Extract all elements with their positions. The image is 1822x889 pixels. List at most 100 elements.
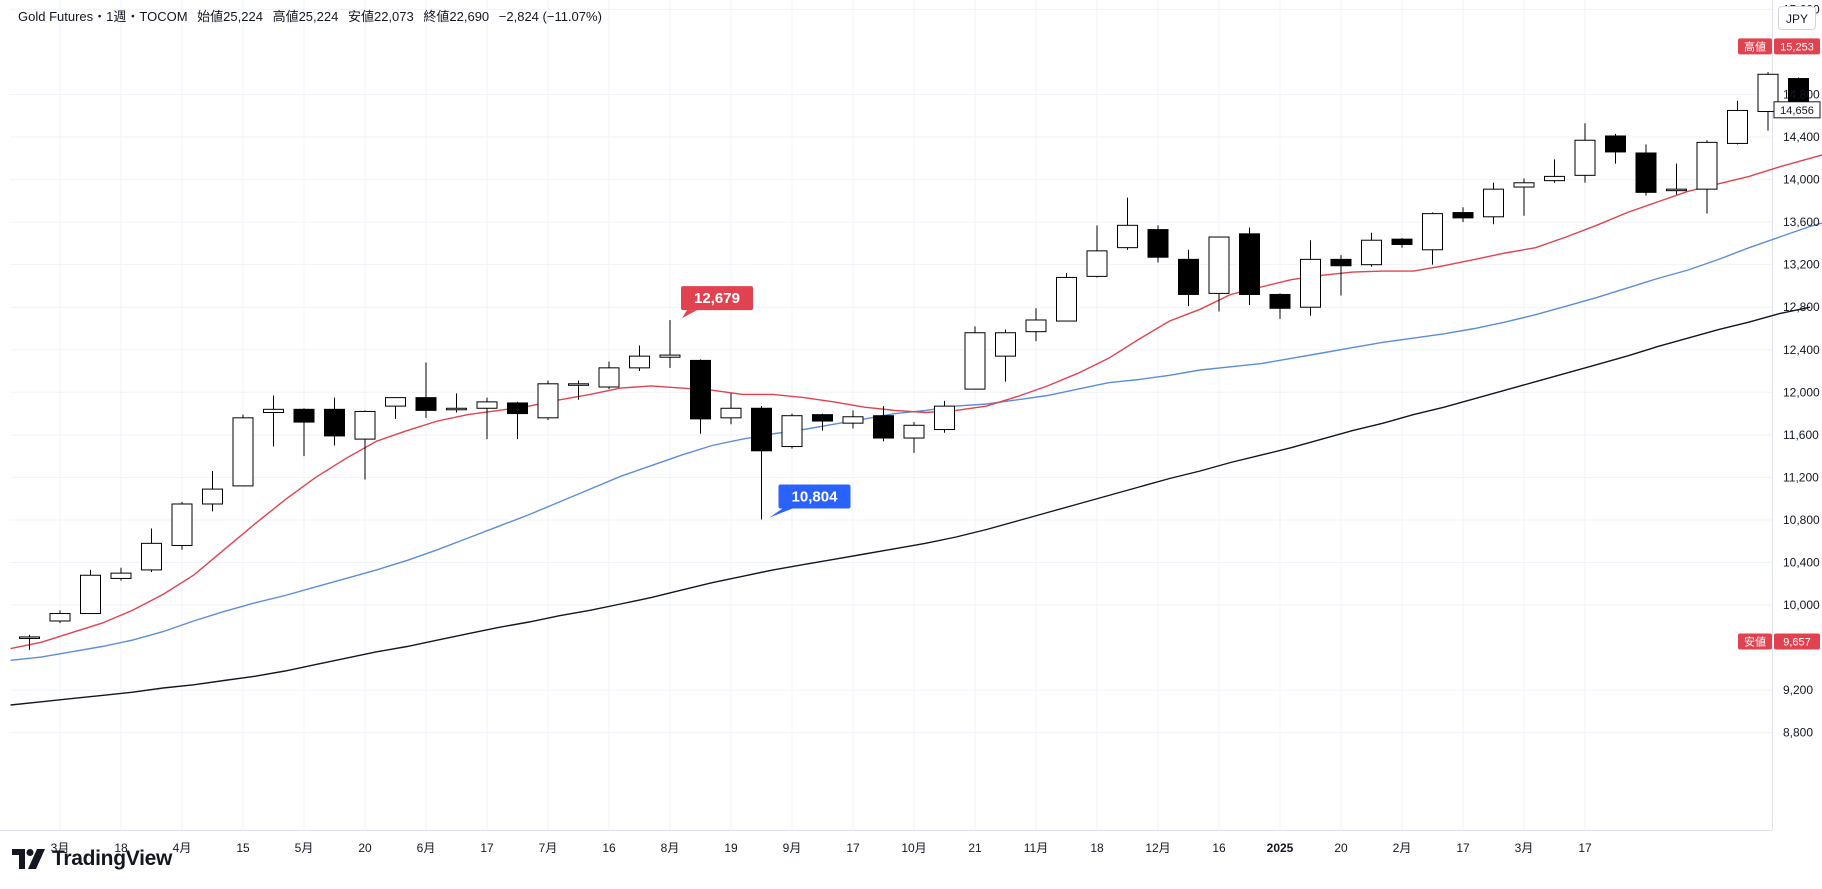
tradingview-logo[interactable]: TradingView xyxy=(12,846,172,872)
candle xyxy=(995,329,1016,382)
currency-button[interactable]: JPY xyxy=(1778,6,1816,30)
x-tick-label: 3月 xyxy=(51,841,70,855)
candle-body xyxy=(263,408,284,414)
x-tick-label: 12月 xyxy=(1145,841,1170,855)
x-tick-label: 18 xyxy=(114,841,128,855)
candle xyxy=(1452,207,1474,223)
candle xyxy=(232,414,254,487)
candle-body xyxy=(1513,182,1535,188)
candle-body xyxy=(49,613,71,622)
candle-body xyxy=(1452,212,1474,219)
last-price-bg xyxy=(1773,101,1821,119)
candle-body xyxy=(446,407,467,411)
y-tick-label: 10,400 xyxy=(1783,555,1820,569)
x-tick-label: 20 xyxy=(358,841,372,855)
candle xyxy=(1361,232,1382,267)
candle-body xyxy=(903,424,925,439)
candle xyxy=(1056,273,1077,322)
candle-body xyxy=(415,397,437,411)
candle-body xyxy=(293,408,315,423)
candle-body xyxy=(964,332,986,390)
candle xyxy=(446,393,467,413)
annotation-text: 10,804 xyxy=(792,489,839,506)
candle xyxy=(812,413,833,431)
y-tick-label: 14,800 xyxy=(1783,88,1820,102)
y-tick-label: 8,800 xyxy=(1783,726,1813,740)
y-tick-label: 10,000 xyxy=(1783,598,1820,612)
last-price-badge: 14,656 xyxy=(1773,101,1821,119)
candle xyxy=(476,397,498,440)
candle-body xyxy=(1269,293,1291,309)
candle-body xyxy=(1666,188,1687,192)
symbol-name[interactable]: Gold Futures・1週・TOCOM xyxy=(18,9,188,24)
candle-body xyxy=(19,636,40,639)
y-tick-label: 12,800 xyxy=(1783,300,1820,314)
candle xyxy=(1544,159,1565,183)
high-badge: 高値 15,253 xyxy=(1738,38,1820,55)
x-tick-label: 20 xyxy=(1334,841,1348,855)
candle xyxy=(1757,72,1779,131)
candle xyxy=(1483,182,1504,225)
candle xyxy=(1605,133,1626,164)
low-badge-value-bg xyxy=(1774,633,1820,650)
candle-body xyxy=(1208,236,1230,294)
candle-body xyxy=(1483,188,1504,218)
candle xyxy=(751,406,772,520)
ma-mid-line xyxy=(10,222,1822,661)
candle xyxy=(537,380,559,420)
high-badge-value-bg xyxy=(1774,38,1820,55)
candle-body xyxy=(232,417,254,487)
chart-annotations: 高値 15,253 安値 9,657 14,656 12,679 10,804 xyxy=(681,38,1821,650)
candle xyxy=(1727,100,1748,145)
time-axis[interactable]: 3月 18 4月 15 5月 20 6月 17 7月 16 8月 19 9月 17 10月 21 11月 18 12… xyxy=(51,841,1592,855)
candle-body xyxy=(1056,276,1077,322)
x-tick-label: 16 xyxy=(1212,841,1226,855)
high-badge-value: 15,253 xyxy=(1780,41,1814,53)
last-price-value: 14,656 xyxy=(1780,105,1814,117)
candle xyxy=(598,361,620,390)
low-badge-label-bg xyxy=(1738,633,1772,650)
y-tick-label: 11,200 xyxy=(1783,470,1819,484)
candle-body xyxy=(873,415,894,439)
candle xyxy=(202,471,223,512)
candle xyxy=(1208,236,1230,312)
candle-body xyxy=(995,332,1016,357)
ma-long-line xyxy=(10,306,1811,706)
x-tick-label: 5月 xyxy=(295,841,314,855)
x-tick-label: 6月 xyxy=(417,841,436,855)
ma-short-line xyxy=(10,154,1822,650)
candle-body xyxy=(1727,109,1748,144)
candle-body xyxy=(812,414,833,422)
x-tick-label: 9月 xyxy=(783,841,802,855)
candle-body xyxy=(80,574,101,615)
candle xyxy=(263,395,284,447)
candle xyxy=(720,393,742,425)
candle xyxy=(568,380,589,400)
candle-body xyxy=(842,416,864,424)
y-tick-label: 13,600 xyxy=(1783,215,1820,229)
candle xyxy=(1178,249,1199,307)
candle-body xyxy=(1696,141,1718,190)
low-badge: 安値 9,657 xyxy=(1738,633,1820,650)
candle xyxy=(507,401,528,440)
candle-body xyxy=(598,367,620,388)
y-tick-label: 9,200 xyxy=(1783,683,1813,697)
x-tick-label: 17 xyxy=(1456,841,1470,855)
tradingview-logo-icon xyxy=(12,849,45,869)
x-tick-label: 21 xyxy=(968,841,982,855)
legend-open: 始値25,224 xyxy=(197,9,263,24)
candle-body xyxy=(141,542,162,571)
candle-body xyxy=(1239,233,1260,295)
x-tick-label: 8月 xyxy=(661,841,680,855)
candle-body xyxy=(1025,319,1047,333)
candle-body xyxy=(690,359,711,420)
candle-body xyxy=(507,402,528,415)
candle xyxy=(1239,227,1260,306)
annotation-box xyxy=(778,484,851,509)
candle xyxy=(1330,255,1352,296)
y-tick-label: 11,600 xyxy=(1783,428,1819,442)
candle-body xyxy=(1117,224,1138,249)
candle xyxy=(293,408,315,457)
candle xyxy=(19,634,40,650)
